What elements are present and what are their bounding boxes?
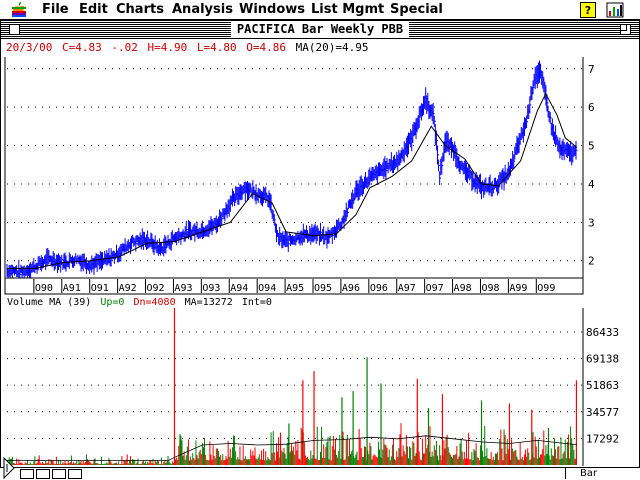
quote-high: H=4.90 [147,41,187,54]
menu-windows[interactable]: Windows [239,2,306,17]
price-gridlines [7,68,583,262]
volume-label: Volume MA (39) [7,297,91,308]
date-axis-label: A97 [398,283,416,294]
chart-type-select[interactable]: Bar [565,468,615,479]
date-axis-label: O93 [202,283,220,294]
close-box-icon[interactable] [9,24,20,35]
date-axis-strip [4,277,584,295]
volume-bars-series [6,308,578,465]
quote-change: -.02 [111,41,138,54]
price-bars-series [6,60,578,284]
date-axis-label: A91 [63,283,81,294]
volume-y-tick-label: 86433 [586,326,619,339]
nav-button-4[interactable] [68,469,82,479]
volume-y-tick-label: 34577 [586,406,619,419]
price-y-tick-label: 3 [588,216,595,229]
date-axis-label: O96 [370,283,388,294]
nav-button-1[interactable] [20,469,34,479]
quote-low: L=4.80 [197,41,237,54]
date-axis-label: A94 [230,283,248,294]
volume-ma: MA=13272 [185,297,233,308]
volume-y-tick-label: 69138 [586,353,619,366]
date-axis-label: O98 [481,283,499,294]
date-axis-label: A98 [454,283,472,294]
zoom-box-icon[interactable] [620,24,631,35]
app-icon[interactable] [606,2,624,18]
volume-y-tick-label: 17292 [586,432,619,445]
status-bar [0,467,640,480]
menu-charts[interactable]: Charts [116,2,164,17]
nav-button-2[interactable] [36,469,50,479]
volume-y-tick-label: 51863 [586,379,619,392]
price-y-tick-label: 5 [588,140,595,153]
nav-button-3[interactable] [52,469,66,479]
price-y-tick-label: 7 [588,63,595,76]
date-axis-label: A95 [286,283,304,294]
volume-line: Volume MA (39) Up=0 Dn=4080 MA=13272 Int… [7,297,272,308]
quote-date: 20/3/00 [6,41,52,54]
price-y-tick-label: 2 [588,255,595,268]
volume-y-axis: 17292 34577 51863 69138 86433 [586,326,619,445]
date-axis-label: A96 [342,283,360,294]
date-axis-label: A93 [174,283,192,294]
price-y-tick-label: 4 [588,178,595,191]
volume-moving-average-line [7,435,578,461]
price-y-axis: 2 3 4 5 6 7 [588,63,595,268]
window-title: PACIFICA Bar Weekly PBB [230,22,410,37]
date-axis-label: A92 [119,283,137,294]
window-title-bar[interactable]: PACIFICA Bar Weekly PBB [1,21,639,39]
quote-line: 20/3/00 C=4.83 -.02 H=4.90 L=4.80 O=4.86… [6,41,368,54]
volume-int: Int=0 [242,297,272,308]
help-icon[interactable]: ? [580,2,596,18]
quote-ma: MA(20)=4.95 [296,41,369,54]
menu-analysis[interactable]: Analysis [172,2,233,17]
quote-close: C=4.83 [62,41,102,54]
date-axis-label: O97 [426,283,444,294]
date-axis-label: O99 [537,283,555,294]
apple-menu-icon[interactable] [12,2,26,18]
date-axis-label: O92 [147,283,165,294]
date-axis-label: O90 [35,283,53,294]
menu-edit[interactable]: Edit [79,2,108,17]
menu-bar: File Edit Charts Analysis Windows List M… [0,0,640,20]
volume-dn: Dn=4080 [133,297,175,308]
date-axis-label: A99 [509,283,527,294]
menu-list-mgmt[interactable]: List Mgmt [311,2,385,17]
volume-up: Up=0 [100,297,124,308]
scroll-arrow-icon[interactable] [3,457,15,479]
quote-open: O=4.86 [246,41,286,54]
date-axis-labels: O90 A91 O91 A92 O92 A93 O93 A94 O94 A95 O95 A96 O96 A… [33,279,555,294]
date-axis-label: O94 [258,283,276,294]
volume-gridlines [7,331,583,439]
menu-special[interactable]: Special [390,2,443,17]
price-moving-average-line [7,92,578,269]
price-y-tick-label: 6 [588,101,595,114]
menu-file[interactable]: File [42,2,69,17]
date-axis-label: O95 [314,283,332,294]
date-axis-label: O91 [91,283,109,294]
